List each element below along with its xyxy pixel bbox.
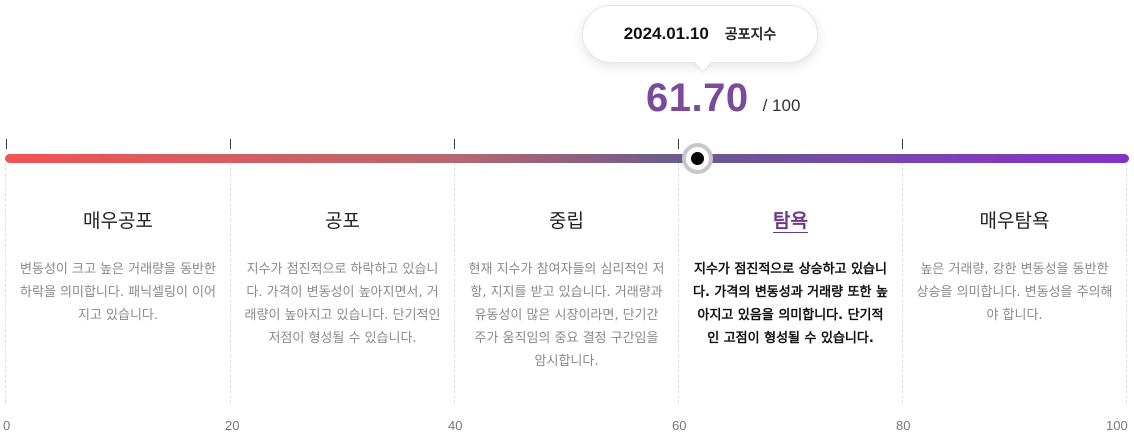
category-desc: 지수가 점진적으로 하락하고 있습니다. 가격이 변동성이 높아지면서, 거래량… (244, 262, 441, 346)
category-neutral: 중립 현재 지수가 참여자들의 심리적인 저항, 지지를 받고 있습니다. 거래… (454, 163, 678, 403)
tooltip-date: 2024.01.10 (623, 24, 709, 43)
axis-label: 40 (448, 418, 463, 433)
axis-label: 100 (1106, 418, 1128, 433)
category-very-greed: 매우탐욕 높은 거래량, 강한 변동성을 동반한 상승을 의미합니다. 변동성을… (902, 163, 1127, 403)
category-desc: 변동성이 크고 높은 거래량을 동반한 하락을 의미합니다. 패닉셀링이 이어지… (20, 262, 216, 323)
fear-greed-gauge-bar (5, 154, 1129, 163)
tooltip-label: 공포지수 (724, 27, 777, 43)
category-greed[interactable]: 탐욕 지수가 점진적으로 상승하고 있습니다. 가격의 변동성과 거래량 또한 … (678, 163, 902, 403)
category-title-active[interactable]: 탐욕 (773, 210, 808, 232)
category-desc-active: 지수가 점진적으로 상승하고 있습니다. 가격의 변동성과 거래량 또한 높아지… (692, 262, 888, 346)
category-title: 매우공포 (83, 210, 153, 232)
category-title: 공포 (325, 210, 360, 232)
category-very-fear: 매우공포 변동성이 크고 높은 거래량을 동반한 하락을 의미합니다. 패닉셀링… (5, 163, 230, 403)
gauge-tick (6, 139, 7, 149)
axis-label: 20 (225, 418, 240, 433)
score-value: 61.70 (646, 76, 749, 120)
category-desc: 현재 지수가 참여자들의 심리적인 저항, 지지를 받고 있습니다. 거래량과 … (468, 262, 665, 369)
axis-label: 0 (3, 418, 11, 433)
gauge-tick (678, 139, 679, 149)
category-title: 매우탐욕 (979, 210, 1050, 232)
score-readout: 61.70 / 100 (646, 76, 800, 121)
category-fear: 공포 지수가 점진적으로 하락하고 있습니다. 가격이 변동성이 높아지면서, … (230, 163, 454, 403)
axis-label: 60 (672, 418, 687, 433)
category-title: 중립 (549, 210, 584, 232)
gauge-marker-dot (691, 152, 704, 165)
score-max: / 100 (762, 96, 801, 115)
gauge-marker-ring (682, 143, 713, 174)
gauge-tick (902, 139, 903, 149)
gauge-tick (454, 139, 455, 149)
date-tooltip: 2024.01.10 공포지수 (582, 5, 818, 63)
category-desc: 높은 거래량, 강한 변동성을 동반한 상승을 의미합니다. 변동성을 주의해야… (916, 262, 1113, 323)
gauge-tick (230, 139, 231, 149)
axis-label: 80 (896, 418, 911, 433)
